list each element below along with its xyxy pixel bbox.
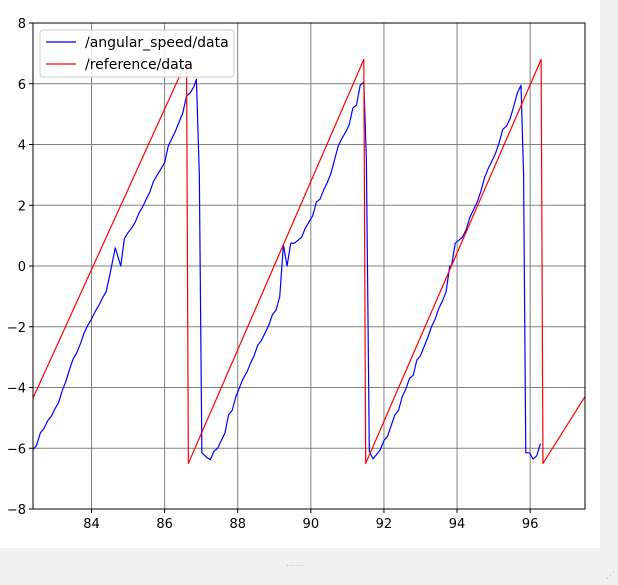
x-tick-label: 94 [449, 517, 466, 532]
x-tick-label: 90 [303, 517, 320, 532]
plot-figure: 84 86 88 90 92 94 96 −8 −6 −4 −2 0 2 4 6 8 /angular_spe… [0, 0, 600, 548]
x-tick-label: 86 [156, 517, 173, 532]
legend-label-reference: /reference/data [85, 57, 193, 73]
y-tick-label: −6 [7, 442, 26, 457]
x-tick-label: 92 [376, 517, 393, 532]
legend-box [39, 29, 235, 78]
y-tick-label: 6 [18, 78, 26, 93]
y-tick-label: 4 [18, 139, 26, 154]
y-tick-label: 0 [18, 260, 26, 275]
series-line-reference [33, 58, 585, 465]
legend: /angular_speed/data /reference/data [39, 29, 235, 78]
series-layer [33, 58, 585, 465]
y-tick-label: −4 [7, 382, 26, 397]
x-tick-label: 96 [522, 517, 539, 532]
y-tick-label: 8 [18, 17, 26, 32]
x-tick-label: 84 [83, 517, 100, 532]
axis-ticks: 84 86 88 90 92 94 96 −8 −6 −4 −2 0 2 4 6 8 [7, 17, 539, 532]
y-tick-label: 2 [18, 199, 26, 214]
grid-lines [33, 23, 585, 509]
x-tick-label: 88 [229, 517, 246, 532]
y-tick-label: −8 [7, 503, 26, 518]
y-tick-label: −2 [7, 321, 26, 336]
splitter-handle[interactable]: ...... [286, 559, 304, 569]
resize-grip-icon[interactable]: ⋰ [606, 571, 615, 581]
legend-label-angular-speed: /angular_speed/data [85, 35, 229, 51]
line-chart: 84 86 88 90 92 94 96 −8 −6 −4 −2 0 2 4 6 8 /angular_spe… [7, 17, 586, 532]
series-line-angular-speed [33, 78, 541, 461]
